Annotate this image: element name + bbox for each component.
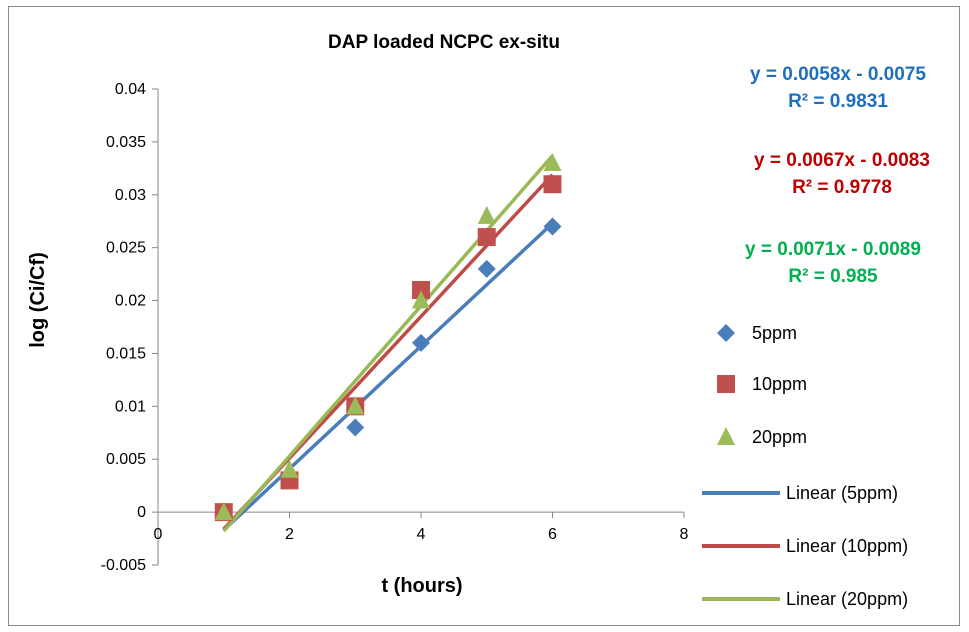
y-tick-label: 0.005 (106, 451, 146, 468)
point-5ppm (477, 259, 496, 278)
legend-label-5ppm: 5ppm (752, 323, 797, 343)
y-tick-label: 0.015 (106, 345, 146, 362)
y-tick-label: 0.035 (106, 134, 146, 151)
trendline-5ppm (222, 222, 554, 532)
x-axis-label: t (hours) (381, 575, 462, 597)
y-axis-label: log (Ci/Cf) (27, 252, 49, 348)
equation-5ppm: y = 0.0058x - 0.0075 (750, 64, 926, 85)
chart-area (8, 6, 960, 626)
point-20ppm (543, 153, 562, 172)
point-20ppm (280, 459, 299, 478)
legend-label-linear-20ppm: Linear (20ppm) (786, 589, 908, 609)
legend-marker-20ppm (717, 427, 735, 445)
point-5ppm (412, 333, 430, 352)
equation-10ppm: y = 0.0067x - 0.0083 (754, 150, 930, 171)
y-tick-label: 0 (137, 504, 146, 521)
point-10ppm (543, 175, 562, 194)
r-squared-20ppm: R² = 0.985 (788, 266, 878, 287)
y-tick-label: 0.03 (115, 187, 146, 204)
axes: -0.005 0 0.005 0.01 0.015 0.02 0.025 0.03 0.035 0… (101, 81, 689, 574)
point-20ppm (477, 205, 496, 224)
point-20ppm (214, 502, 233, 521)
trendline-20ppm (222, 154, 554, 533)
x-tick-label: 8 (680, 526, 689, 543)
legend-label-linear-10ppm: Linear (10ppm) (786, 536, 908, 556)
x-tick-label: 6 (548, 526, 557, 543)
point-10ppm (477, 228, 496, 247)
y-tick-label: 0.025 (106, 240, 146, 257)
point-5ppm (543, 217, 562, 236)
legend-marker-5ppm (717, 324, 735, 342)
r-squared-10ppm: R² = 0.9778 (792, 177, 892, 198)
point-10ppm (412, 280, 430, 299)
trendline-equations: y = 0.0058x - 0.0075 R² = 0.9831 y = 0.006… (745, 64, 930, 287)
x-tick-label: 4 (417, 526, 426, 543)
r-squared-5ppm: R² = 0.9831 (788, 91, 888, 112)
legend-label-20ppm: 20ppm (752, 427, 807, 447)
x-tick-label: 2 (285, 526, 294, 543)
legend-marker-10ppm (717, 375, 735, 393)
y-tick-label: -0.005 (101, 557, 146, 574)
point-20ppm (346, 396, 365, 415)
legend: 5ppm 10ppm 20ppm Linear (5ppm) Linear (10ppm… (702, 323, 908, 609)
chart-title: DAP loaded NCPC ex-situ (328, 32, 560, 53)
y-tick-label: 0.02 (115, 293, 146, 310)
legend-label-linear-5ppm: Linear (5ppm) (786, 483, 898, 503)
x-tick-label: 0 (154, 526, 163, 543)
y-tick-label: 0.04 (115, 81, 146, 98)
equation-20ppm: y = 0.0071x - 0.0089 (745, 239, 921, 260)
data-markers (214, 153, 562, 522)
point-20ppm (412, 290, 430, 309)
y-tick-label: 0.01 (115, 398, 146, 415)
trendlines (222, 154, 554, 533)
point-5ppm (346, 418, 365, 437)
legend-label-10ppm: 10ppm (752, 374, 807, 394)
